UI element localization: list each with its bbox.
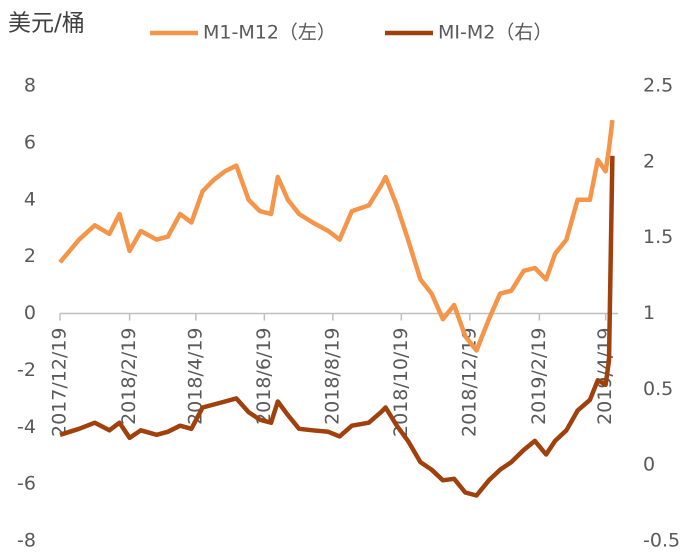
x-tick-label: 2018/2/19	[118, 328, 140, 425]
y-tick-label: 4	[24, 188, 36, 210]
y2-tick-label: 0.5	[643, 378, 673, 400]
x-tick-label: 2017/12/19	[49, 328, 71, 438]
y-tick-label: 6	[24, 131, 36, 153]
x-tick-label: 2019/2/19	[528, 328, 550, 425]
x-tick-label: 2018/8/19	[321, 328, 343, 425]
series-line	[58, 119, 615, 353]
y-tick-label: 0	[24, 302, 36, 324]
legend-label: M1-M12（左）	[203, 22, 336, 44]
chart-title: 美元/桶	[8, 11, 85, 37]
y-tick-label: 2	[24, 245, 36, 267]
y-tick-label: -2	[17, 359, 36, 381]
legend-label: MI-M2（右）	[438, 22, 552, 44]
y2-tick-label: 2.5	[643, 75, 673, 97]
x-tick-label: 2018/10/19	[390, 328, 412, 438]
y-tick-label: -4	[17, 416, 36, 438]
x-tick-label: 2018/6/19	[253, 328, 275, 425]
y-tick-label: 8	[24, 75, 36, 97]
y2-tick-label: 2	[643, 150, 655, 172]
y2-tick-label: 1.5	[643, 226, 673, 248]
y2-tick-label: 0	[643, 454, 655, 476]
x-tick-label: 2018/12/19	[458, 328, 480, 438]
y-tick-label: -8	[17, 530, 36, 552]
y2-tick-label: 1	[643, 302, 655, 324]
x-tick-label: 2018/4/19	[184, 328, 206, 425]
series-line	[59, 155, 615, 498]
y2-tick-label: -0.5	[643, 530, 680, 552]
y-tick-label: -6	[17, 473, 36, 495]
